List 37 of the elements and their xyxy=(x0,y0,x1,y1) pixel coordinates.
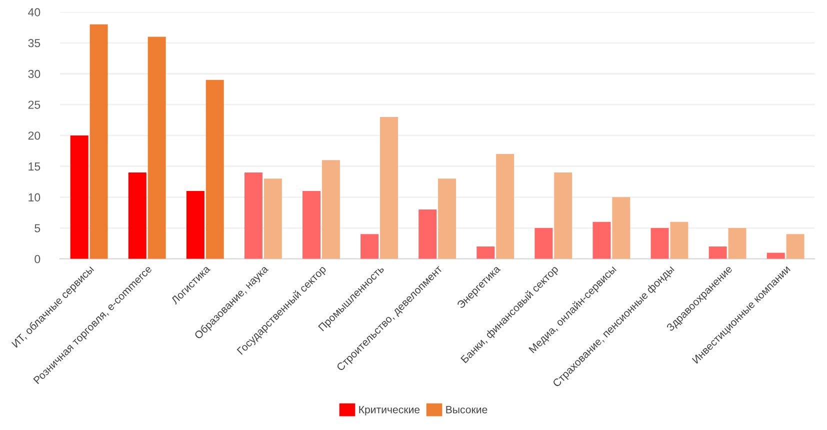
bar xyxy=(786,234,804,259)
bar xyxy=(438,178,456,259)
bar xyxy=(70,135,88,259)
bar xyxy=(148,36,166,259)
bar xyxy=(612,197,630,259)
y-tick-label: 20 xyxy=(28,132,40,140)
bar xyxy=(476,246,495,259)
y-tick-label: 25 xyxy=(28,100,40,109)
bar xyxy=(380,116,398,259)
y-tick-label: 15 xyxy=(28,162,40,171)
legend-label: Критические xyxy=(359,406,420,416)
legend-label: Высокие xyxy=(446,406,488,414)
y-tick-label: 30 xyxy=(28,70,40,78)
bar xyxy=(264,178,282,259)
bar xyxy=(670,222,688,259)
bar xyxy=(554,172,572,259)
y-tick-label: 10 xyxy=(28,193,40,202)
bar xyxy=(128,172,146,259)
bar xyxy=(534,228,553,259)
bar xyxy=(650,228,669,259)
bar xyxy=(708,246,727,259)
bar xyxy=(592,222,611,259)
bar xyxy=(418,209,437,259)
bar xyxy=(302,190,321,259)
y-tick-label: 0 xyxy=(34,254,40,264)
bar xyxy=(90,24,108,259)
y-tick-label: 40 xyxy=(28,8,40,16)
bar xyxy=(360,234,379,259)
bar xyxy=(496,154,514,259)
bar xyxy=(728,228,746,259)
y-tick-label: 35 xyxy=(28,39,40,48)
bar xyxy=(766,252,785,259)
bar xyxy=(322,160,340,259)
y-tick-label: 5 xyxy=(34,224,40,232)
bar xyxy=(186,190,204,259)
bar xyxy=(206,80,224,259)
bar xyxy=(244,172,262,259)
